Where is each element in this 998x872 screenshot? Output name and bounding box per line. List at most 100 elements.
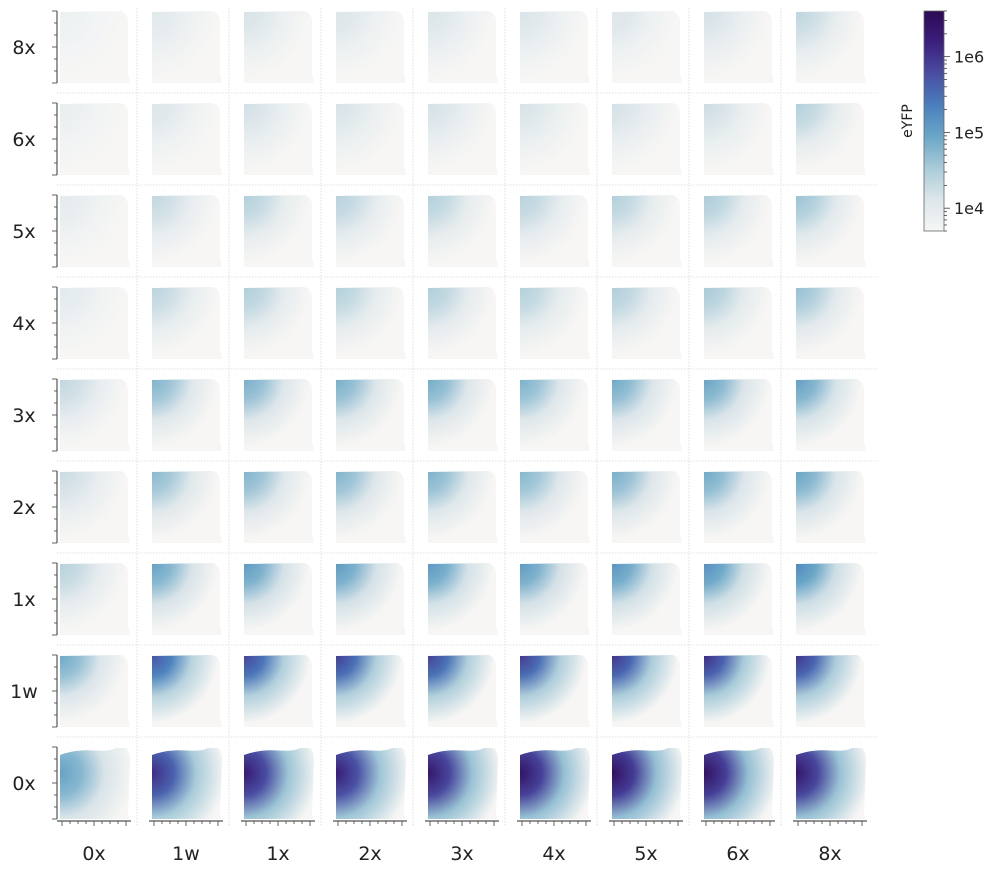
- heatmap-panel-4x-8x: [796, 287, 866, 359]
- heatmap-panel-5x-4x: [520, 195, 590, 267]
- heatmap-panel-2x-4x: [520, 471, 590, 543]
- colorbar-tick-label: 1e5: [954, 123, 984, 142]
- heatmap-panel-6x-3x: [428, 103, 498, 175]
- panels-layer: [57, 8, 879, 826]
- heatmap-panel-3x-8x: [796, 379, 866, 451]
- heatmap-panel-1x-4x: [520, 563, 590, 635]
- heatmap-panel-3x-5x: [612, 379, 682, 451]
- row-label: 6x: [12, 129, 35, 151]
- heatmap-panel-0x-0x: [60, 748, 130, 819]
- heatmap-panel-8x-6x: [704, 11, 774, 83]
- heatmap-panel-4x-1x: [244, 287, 314, 359]
- colorbar-tick-label: 1e6: [954, 48, 984, 67]
- heatmap-panel-0x-5x: [612, 748, 682, 819]
- heatmap-panel-8x-3x: [428, 11, 498, 83]
- heatmap-panel-1w-0x: [60, 655, 130, 727]
- heatmap-panel-4x-1w: [152, 287, 222, 359]
- row-label: 2x: [12, 497, 35, 519]
- heatmap-panel-0x-2x: [336, 748, 406, 819]
- heatmap-panel-5x-0x: [60, 195, 130, 267]
- heatmap-panel-5x-6x: [704, 195, 774, 267]
- row-label: 3x: [12, 405, 35, 427]
- heatmap-panel-3x-2x: [336, 379, 406, 451]
- row-label: 4x: [12, 313, 35, 335]
- column-label: 0x: [82, 843, 105, 865]
- heatmap-panel-0x-1x: [244, 748, 314, 819]
- heatmap-panel-3x-1w: [152, 379, 222, 451]
- heatmap-panel-6x-1w: [152, 103, 222, 175]
- heatmap-panel-6x-1x: [244, 103, 314, 175]
- heatmap-panel-1w-6x: [704, 655, 774, 727]
- colorbar-tick-label: 1e4: [954, 199, 984, 218]
- heatmap-panel-0x-8x: [796, 748, 866, 819]
- heatmap-panel-5x-3x: [428, 195, 498, 267]
- heatmap-panel-6x-5x: [612, 103, 682, 175]
- heatmap-panel-8x-5x: [612, 11, 682, 83]
- heatmap-panel-1x-1x: [244, 563, 314, 635]
- heatmap-panel-2x-5x: [612, 471, 682, 543]
- colorbar-gradient: [923, 10, 945, 232]
- heatmap-panel-4x-3x: [428, 287, 498, 359]
- heatmap-panel-3x-3x: [428, 379, 498, 451]
- heatmap-panel-2x-8x: [796, 471, 866, 543]
- heatmap-panel-8x-2x: [336, 11, 406, 83]
- heatmap-panel-6x-8x: [796, 103, 866, 175]
- heatmap-panel-6x-6x: [704, 103, 774, 175]
- heatmap-panel-5x-1x: [244, 195, 314, 267]
- heatmap-panel-2x-1w: [152, 471, 222, 543]
- heatmap-panel-5x-1w: [152, 195, 222, 267]
- heatmap-panel-1x-3x: [428, 563, 498, 635]
- heatmap-panel-1x-1w: [152, 563, 222, 635]
- heatmap-panel-1w-8x: [796, 655, 866, 727]
- heatmap-panel-1w-1x: [244, 655, 314, 727]
- heatmap-panel-4x-4x: [520, 287, 590, 359]
- heatmap-panel-8x-1x: [244, 11, 314, 83]
- heatmap-panel-5x-8x: [796, 195, 866, 267]
- heatmap-panel-2x-2x: [336, 471, 406, 543]
- heatmap-panel-1w-3x: [428, 655, 498, 727]
- heatmap-panel-6x-2x: [336, 103, 406, 175]
- heatmap-panel-0x-6x: [704, 748, 774, 819]
- column-label: 3x: [450, 843, 473, 865]
- heatmap-panel-4x-0x: [60, 287, 130, 359]
- heatmap-panel-2x-3x: [428, 471, 498, 543]
- heatmap-panel-4x-5x: [612, 287, 682, 359]
- heatmap-panel-1x-6x: [704, 563, 774, 635]
- row-label: 1w: [10, 681, 38, 703]
- row-label: 8x: [12, 37, 35, 59]
- column-label: 1x: [266, 843, 289, 865]
- heatmap-panel-3x-6x: [704, 379, 774, 451]
- heatmap-panel-1w-1w: [152, 655, 222, 727]
- heatmap-panel-1x-5x: [612, 563, 682, 635]
- heatmap-panel-3x-4x: [520, 379, 590, 451]
- heatmap-panel-8x-1w: [152, 11, 222, 83]
- axes-layer: 8x 6x 5x 4x 3x 2x 1x 1w 0x 0x 1w 1x 2x 3x 4x 5x 6x 8x: [10, 10, 867, 865]
- column-label: 4x: [542, 843, 565, 865]
- column-label: 2x: [358, 843, 381, 865]
- heatmap-panel-1w-5x: [612, 655, 682, 727]
- heatmap-panel-1w-2x: [336, 655, 406, 727]
- heatmap-panel-2x-1x: [244, 471, 314, 543]
- heatmap-panel-2x-6x: [704, 471, 774, 543]
- heatmap-panel-1w-4x: [520, 655, 590, 727]
- heatmap-panel-2x-0x: [60, 471, 130, 543]
- column-label: 1w: [172, 843, 200, 865]
- heatmap-panel-0x-1w: [152, 748, 222, 819]
- heatmap-panel-0x-3x: [428, 748, 498, 819]
- heatmap-panel-1x-0x: [60, 563, 130, 635]
- heatmap-panel-8x-0x: [60, 11, 130, 83]
- row-label: 0x: [12, 773, 35, 795]
- column-label: 6x: [726, 843, 749, 865]
- heatmap-panel-0x-4x: [520, 748, 590, 819]
- heatmap-panel-6x-0x: [60, 103, 130, 175]
- column-label: 8x: [818, 843, 841, 865]
- row-label: 5x: [12, 221, 35, 243]
- row-label: 1x: [12, 589, 35, 611]
- heatmap-panel-3x-1x: [244, 379, 314, 451]
- heatmap-panel-4x-2x: [336, 287, 406, 359]
- heatmap-panel-8x-4x: [520, 11, 590, 83]
- heatmap-panel-3x-0x: [60, 379, 130, 451]
- heatmap-panel-5x-2x: [336, 195, 406, 267]
- colorbar-label: eYFP: [900, 104, 916, 138]
